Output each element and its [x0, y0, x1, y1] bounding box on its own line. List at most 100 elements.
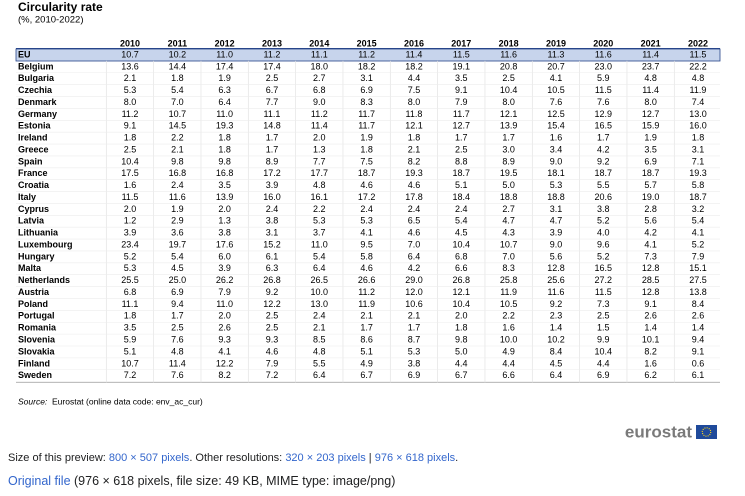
- cell: 22.2: [689, 61, 707, 71]
- cell: 20.7: [547, 61, 565, 71]
- original-link[interactable]: Original file: [8, 474, 71, 488]
- cell: 17.7: [311, 168, 329, 178]
- cell: 1.8: [218, 144, 231, 154]
- cell: 13.6: [121, 61, 139, 71]
- row-label: Denmark: [18, 97, 58, 107]
- cell: 8.0: [124, 97, 137, 107]
- cell: 2.0: [455, 311, 468, 321]
- other-label: . Other resolutions:: [189, 452, 283, 464]
- cell: 6.9: [171, 287, 184, 297]
- cell: 7.2: [124, 370, 137, 380]
- preview-link[interactable]: 800 × 507 pixels: [108, 452, 190, 464]
- cell: 7.5: [360, 156, 373, 166]
- cell: 2.6: [692, 311, 705, 321]
- cell: 6.0: [218, 251, 231, 261]
- cell: 12.8: [547, 263, 565, 273]
- cell: 4.2: [408, 263, 421, 273]
- cell: 2.0: [218, 204, 231, 214]
- cell: 7.6: [597, 97, 610, 107]
- column-header: 2017: [451, 38, 471, 48]
- cell: 11.4: [311, 121, 328, 131]
- cell: 18.4: [453, 192, 471, 202]
- cell: 18.7: [453, 168, 471, 178]
- cell: 7.2: [266, 370, 279, 380]
- cell: 4.4: [597, 358, 610, 368]
- cell: 11.1: [311, 49, 328, 59]
- cell: 11.2: [122, 109, 139, 119]
- cell: 16.0: [263, 192, 281, 202]
- cell: 11.0: [311, 239, 328, 249]
- cell: 12.7: [453, 121, 471, 131]
- cell: 23.4: [121, 239, 139, 249]
- cell: 18.7: [358, 168, 376, 178]
- cell: 11.6: [169, 192, 186, 202]
- cell: 11.0: [216, 109, 233, 119]
- res-link[interactable]: 976 × 618 pixels: [374, 452, 456, 464]
- cell: 12.8: [642, 263, 660, 273]
- cell: 1.8: [124, 133, 137, 143]
- cell: 4.6: [360, 180, 373, 190]
- source-prefix: Source:: [18, 396, 48, 406]
- cell: 1.9: [171, 204, 184, 214]
- cell: 4.5: [455, 228, 468, 238]
- cell: 11.5: [595, 85, 612, 95]
- cell: 3.8: [408, 358, 421, 368]
- cell: 2.1: [408, 144, 421, 154]
- cell: 11.2: [358, 49, 375, 59]
- cell: 15.2: [263, 239, 281, 249]
- cell: 7.5: [408, 85, 421, 95]
- res-link[interactable]: 320 × 203 pixels: [285, 452, 366, 464]
- cell: 6.1: [266, 251, 279, 261]
- cell: 4.8: [313, 346, 326, 356]
- cell: 5.2: [124, 251, 137, 261]
- cell: 7.9: [218, 287, 231, 297]
- cell: 9.2: [266, 287, 279, 297]
- cell: 2.5: [455, 144, 468, 154]
- cell: 19.0: [642, 192, 660, 202]
- cell: 5.9: [124, 334, 137, 344]
- cell: 1.3: [313, 144, 326, 154]
- cell: 2.5: [266, 323, 279, 333]
- cell: 6.9: [644, 156, 657, 166]
- cell: 15.4: [547, 121, 565, 131]
- cell: 9.5: [360, 239, 373, 249]
- title: Circularity rate: [18, 0, 103, 14]
- cell: 14.5: [169, 121, 187, 131]
- cell: 4.6: [408, 180, 421, 190]
- cell: 17.4: [216, 61, 234, 71]
- cell: 2.4: [171, 180, 184, 190]
- column-header: 2022: [688, 38, 708, 48]
- cell: 1.8: [455, 323, 468, 333]
- cell: 9.9: [597, 334, 610, 344]
- cell: 18.8: [547, 192, 565, 202]
- cell: 7.9: [455, 97, 468, 107]
- row-label: Hungary: [18, 251, 55, 261]
- cell: 1.3: [218, 216, 231, 226]
- cell: 9.8: [455, 334, 468, 344]
- cell: 2.5: [266, 73, 279, 83]
- cell: 9.2: [550, 299, 563, 309]
- cell: 19.3: [689, 168, 707, 178]
- cell: 8.9: [502, 156, 515, 166]
- row-label: Netherlands: [18, 275, 70, 285]
- cell: 25.8: [500, 275, 518, 285]
- cell: 18.1: [547, 168, 565, 178]
- cell: 18.8: [500, 192, 518, 202]
- row-label: Estonia: [18, 121, 52, 131]
- row-label: Ireland: [18, 133, 48, 143]
- cell: 1.4: [644, 323, 657, 333]
- cell: 4.1: [550, 73, 563, 83]
- cell: 2.4: [360, 204, 373, 214]
- cell: 5.4: [692, 216, 705, 226]
- column-header: 2013: [262, 38, 282, 48]
- cell: 12.1: [500, 109, 518, 119]
- cell: 13.9: [216, 192, 234, 202]
- cell: 5.1: [455, 180, 468, 190]
- cell: 16.0: [689, 121, 707, 131]
- cell: 5.8: [692, 180, 705, 190]
- cell: 5.6: [644, 216, 657, 226]
- cell: 9.1: [692, 346, 705, 356]
- cell: 5.2: [692, 239, 705, 249]
- cell: 2.2: [502, 311, 515, 321]
- cell: 7.6: [171, 334, 184, 344]
